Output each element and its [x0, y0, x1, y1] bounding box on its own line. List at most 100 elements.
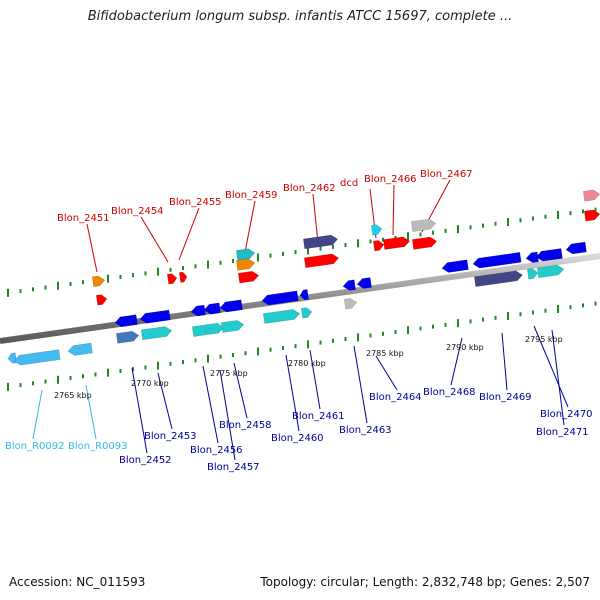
- tick-mark-top: [432, 230, 434, 235]
- gene-arrow: [371, 224, 383, 236]
- tick-mark-top: [507, 218, 509, 227]
- gene-label-bottom: Blon_2458: [219, 420, 272, 431]
- tick-mark-bottom: [207, 354, 209, 363]
- tick-mark-top: [294, 250, 297, 255]
- tick-mark-top: [557, 210, 559, 219]
- gene-label-top: Blon_2459: [225, 190, 278, 201]
- tick-mark-bottom: [407, 326, 409, 335]
- gene-arrow: [411, 218, 437, 232]
- topology-label: Topology: circular; Length: 2,832,748 bp…: [260, 575, 590, 589]
- tick-mark-top: [469, 225, 472, 230]
- gene-arrow: [238, 270, 260, 284]
- tick-mark-top: [207, 260, 209, 269]
- tick-mark-bottom: [369, 333, 372, 338]
- gene-arrow: [203, 302, 221, 315]
- gene-arrow: [67, 342, 93, 356]
- tick-mark-bottom: [169, 361, 172, 366]
- tick-mark-top: [282, 251, 284, 256]
- tick-mark-bottom: [32, 381, 34, 386]
- tick-mark-bottom: [294, 344, 297, 349]
- leader-line: [244, 200, 256, 253]
- tick-mark-top: [169, 267, 172, 272]
- gene-arrow: [205, 322, 225, 336]
- tick-mark-top: [457, 225, 459, 234]
- gene-arrow: [263, 309, 301, 324]
- gene-arrow: [412, 236, 438, 250]
- tick-mark-bottom: [332, 338, 334, 343]
- tick-mark-bottom: [132, 367, 134, 372]
- gene-label-bottom: Blon_2461: [292, 411, 345, 422]
- gene-arrow: [304, 253, 340, 269]
- gene-arrow: [301, 307, 313, 319]
- leader-line: [392, 184, 395, 236]
- tick-mark-top: [544, 214, 547, 219]
- tick-mark-top: [369, 239, 372, 244]
- tick-mark-bottom: [432, 324, 434, 329]
- tick-mark-bottom: [69, 376, 72, 381]
- leader-line: [501, 332, 508, 391]
- gene-arrow: [535, 248, 563, 262]
- gene-arrow: [141, 326, 173, 341]
- leader-line: [86, 223, 98, 273]
- tick-mark-top: [194, 264, 197, 269]
- gene-arrow: [373, 240, 385, 252]
- scale-label: 2765 kbp: [54, 391, 92, 400]
- leader-line: [32, 389, 43, 440]
- leader-line: [233, 362, 248, 419]
- leader-line: [157, 372, 173, 430]
- tick-mark-bottom: [482, 317, 484, 322]
- tick-mark-top: [482, 223, 484, 228]
- leader-line: [202, 365, 219, 444]
- tick-mark-top: [407, 232, 409, 241]
- tick-mark-bottom: [7, 382, 9, 391]
- gene-arrow: [383, 236, 411, 250]
- tick-mark-bottom: [569, 305, 572, 310]
- gene-label-bottom: Blon_2453: [144, 431, 197, 442]
- diagram-title: Bifidobacterium longum subsp. infantis A…: [87, 9, 513, 24]
- tick-mark-bottom: [144, 365, 147, 370]
- tick-mark-top: [494, 221, 497, 226]
- tick-mark-bottom: [232, 352, 234, 357]
- tick-mark-top: [532, 216, 534, 221]
- tick-mark-top: [582, 209, 584, 214]
- gene-label-bottom: Blon_R0093: [68, 441, 128, 452]
- tick-mark-top: [569, 211, 572, 216]
- tick-mark-bottom: [544, 308, 547, 313]
- tick-mark-bottom: [307, 340, 309, 349]
- gene-label-bottom: Blon_2464: [369, 392, 422, 403]
- tick-mark-top: [144, 271, 147, 276]
- tick-mark-top: [257, 253, 259, 262]
- scale-label: 2770 kbp: [131, 379, 169, 388]
- tick-mark-bottom: [94, 372, 97, 377]
- tick-mark-top: [382, 237, 384, 242]
- tick-mark-top: [32, 287, 34, 292]
- leader-line: [140, 216, 169, 263]
- tick-mark-top: [519, 218, 522, 223]
- tick-mark-bottom: [282, 345, 284, 350]
- tick-mark-bottom: [457, 319, 459, 328]
- gene-arrow: [356, 277, 372, 289]
- gene-label-bottom: Blon_2471: [536, 427, 589, 438]
- gene-arrow: [219, 299, 243, 313]
- gene-label-top: dcd: [340, 178, 358, 189]
- leader-line: [551, 329, 565, 426]
- gene-label-top: Blon_2455: [169, 197, 222, 208]
- tick-dots: [7, 207, 597, 391]
- tick-mark-bottom: [557, 304, 559, 313]
- scale-label: 2790 kbp: [446, 343, 484, 352]
- gene-arrow: [221, 320, 245, 333]
- gene-label-top: Blon_2466: [364, 174, 417, 185]
- leader-line: [131, 367, 148, 454]
- gene-arrow: [565, 241, 587, 255]
- tick-mark-bottom: [519, 312, 522, 317]
- scale-label: 2775 kbp: [210, 369, 248, 378]
- leader-line: [533, 325, 569, 408]
- tick-mark-bottom: [194, 358, 197, 363]
- gene-arrow: [303, 234, 339, 250]
- tick-mark-bottom: [444, 322, 447, 327]
- gene-arrow: [472, 252, 522, 269]
- gene-arrow: [474, 270, 523, 287]
- tick-mark-top: [157, 267, 159, 276]
